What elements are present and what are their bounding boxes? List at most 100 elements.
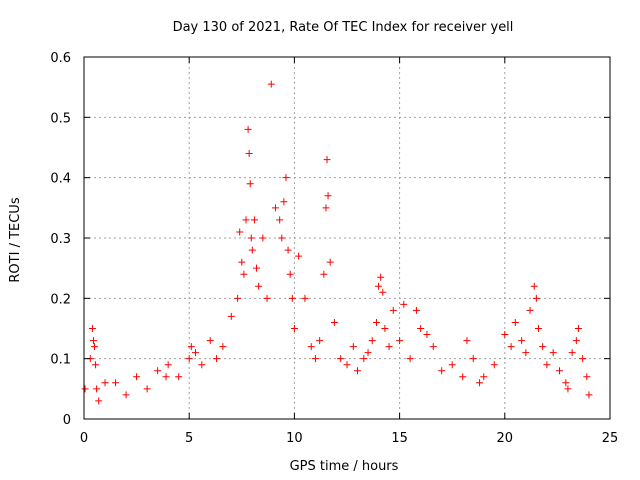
data-point <box>534 325 542 332</box>
data-point <box>185 355 193 363</box>
x-axis-label: GPS time / hours <box>290 459 399 474</box>
data-point <box>368 337 376 345</box>
y-tick-label: 0.6 <box>50 51 71 66</box>
data-point <box>459 373 467 381</box>
y-tick-label: 0.5 <box>50 111 71 126</box>
data-point <box>532 294 540 302</box>
data-point <box>568 349 576 357</box>
data-point <box>244 125 252 133</box>
data-point <box>360 355 368 363</box>
data-point <box>396 337 404 345</box>
data-point <box>406 355 414 363</box>
data-point <box>276 216 284 224</box>
data-point <box>245 150 253 158</box>
data-point <box>522 349 530 357</box>
data-point <box>271 204 279 212</box>
data-point <box>322 204 330 212</box>
data-point <box>81 385 89 393</box>
data-point <box>112 379 120 387</box>
data-point <box>511 318 519 326</box>
y-axis-label: ROTI / TECUs <box>8 197 23 282</box>
data-point <box>412 306 420 314</box>
data-point <box>198 361 206 369</box>
data-point <box>543 361 551 369</box>
data-point <box>343 361 351 369</box>
data-point <box>255 282 263 290</box>
data-point <box>301 294 309 302</box>
data-point <box>320 270 328 278</box>
data-point <box>133 373 141 381</box>
data-point <box>164 361 172 369</box>
data-point <box>259 234 267 242</box>
data-point <box>250 216 258 224</box>
y-tick-label: 0.4 <box>50 172 71 187</box>
data-point <box>556 367 564 375</box>
data-point <box>354 367 362 375</box>
data-point <box>187 343 195 351</box>
data-point <box>92 361 100 369</box>
x-tick-label: 15 <box>391 431 408 446</box>
data-point <box>562 379 570 387</box>
data-point <box>295 252 303 260</box>
data-point <box>238 258 246 266</box>
axis-ticks: 0 5 10 15 20 25 0 0.1 0.2 0.3 0.4 0.5 0.6 <box>50 51 618 446</box>
data-point <box>518 337 526 345</box>
data-point <box>583 373 591 381</box>
data-point <box>242 216 250 224</box>
data-point <box>379 288 387 296</box>
data-point <box>385 343 393 351</box>
data-point <box>549 349 557 357</box>
data-point <box>284 246 292 254</box>
data-point <box>490 361 498 369</box>
data-point <box>175 373 183 381</box>
data-point <box>330 318 338 326</box>
data-point <box>282 174 290 182</box>
data-point <box>227 312 235 320</box>
data-point <box>324 192 332 200</box>
data-point <box>206 337 214 345</box>
data-point <box>372 318 380 326</box>
data-point <box>143 385 151 393</box>
data-point <box>162 373 170 381</box>
data-point <box>213 355 221 363</box>
x-tick-label: 10 <box>286 431 303 446</box>
data-point <box>316 337 324 345</box>
data-point <box>311 355 319 363</box>
data-point <box>349 343 357 351</box>
data-point <box>323 156 331 164</box>
data-point <box>564 385 572 393</box>
data-point <box>579 355 587 363</box>
x-tick-label: 20 <box>497 431 514 446</box>
data-point <box>364 349 372 357</box>
data-point <box>375 282 383 290</box>
x-tick-label: 0 <box>80 431 88 446</box>
y-tick-label: 0.2 <box>50 292 71 307</box>
data-point <box>236 228 244 236</box>
data-point <box>377 273 385 281</box>
data-point <box>448 361 456 369</box>
data-point <box>288 294 296 302</box>
data-point <box>88 325 96 332</box>
data-point <box>574 325 582 332</box>
data-point <box>423 331 431 339</box>
data-point <box>253 264 261 272</box>
data-point <box>539 343 547 351</box>
data-point <box>89 337 97 345</box>
data-point <box>585 391 593 399</box>
data-point <box>263 294 271 302</box>
data-point <box>91 343 99 351</box>
data-point <box>389 306 397 314</box>
data-point <box>381 325 389 332</box>
data-point <box>501 331 509 339</box>
y-tick-label: 0.1 <box>50 353 71 368</box>
data-point <box>526 306 534 314</box>
data-point <box>154 367 162 375</box>
data-points <box>81 80 593 405</box>
data-point <box>247 234 255 242</box>
data-point <box>469 355 477 363</box>
y-tick-label: 0 <box>63 413 71 428</box>
data-point <box>280 198 288 206</box>
data-point <box>290 325 298 332</box>
